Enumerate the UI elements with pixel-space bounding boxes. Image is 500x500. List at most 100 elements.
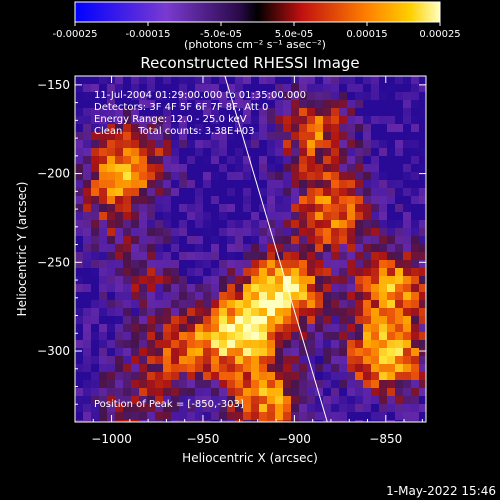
heatmap-cell (91, 412, 99, 420)
heatmap-cell (403, 396, 411, 404)
heatmap-cell (395, 92, 403, 100)
heatmap-cell (283, 396, 291, 404)
heatmap-cell (371, 316, 379, 324)
heatmap-cell (75, 204, 83, 212)
heatmap-cell (99, 92, 107, 100)
heatmap-cell (171, 316, 179, 324)
heatmap-cell (371, 324, 379, 332)
heatmap-cell (307, 244, 315, 252)
heatmap-cell (259, 260, 267, 268)
heatmap-cell (227, 348, 235, 356)
heatmap-cell (363, 196, 371, 204)
heatmap-cell (259, 396, 267, 404)
heatmap-cell (83, 188, 91, 196)
heatmap-cell (323, 396, 331, 404)
heatmap-cell (115, 324, 123, 332)
heatmap-cell (371, 308, 379, 316)
heatmap-cell (363, 100, 371, 108)
heatmap-cell (91, 164, 99, 172)
heatmap-cell (91, 308, 99, 316)
heatmap-cell (195, 108, 203, 116)
heatmap-cell (387, 380, 395, 388)
heatmap-cell (347, 164, 355, 172)
heatmap-cell (299, 412, 307, 420)
heatmap-cell (323, 156, 331, 164)
heatmap-cell (243, 252, 251, 260)
heatmap-cell (163, 268, 171, 276)
heatmap-cell (331, 124, 339, 132)
heatmap-cell (107, 252, 115, 260)
heatmap-cell (267, 172, 275, 180)
heatmap-cell (219, 196, 227, 204)
heatmap-cell (347, 292, 355, 300)
heatmap-cell (411, 228, 419, 236)
heatmap-cell (259, 244, 267, 252)
heatmap-cell (147, 260, 155, 268)
heatmap-cell (107, 348, 115, 356)
heatmap-cell (291, 236, 299, 244)
heatmap-cell (163, 148, 171, 156)
heatmap-cell (355, 244, 363, 252)
heatmap-cell (387, 276, 395, 284)
heatmap-cell (299, 276, 307, 284)
heatmap-cell (411, 100, 419, 108)
heatmap-cell (123, 84, 131, 92)
heatmap-cell (395, 140, 403, 148)
heatmap-cell (347, 340, 355, 348)
heatmap-cell (155, 252, 163, 260)
heatmap-cell (339, 180, 347, 188)
heatmap-cell (275, 324, 283, 332)
heatmap-cell (339, 116, 347, 124)
heatmap-cell (419, 188, 426, 196)
heatmap-cell (411, 92, 419, 100)
heatmap-cell (267, 284, 275, 292)
heatmap-cell (395, 356, 403, 364)
heatmap-cell (195, 332, 203, 340)
heatmap-cell (139, 196, 147, 204)
heatmap-cell (259, 348, 267, 356)
heatmap-cell (315, 252, 323, 260)
heatmap-cell (203, 284, 211, 292)
heatmap-cell (187, 204, 195, 212)
heatmap-cell (411, 108, 419, 116)
heatmap-cell (315, 380, 323, 388)
heatmap-cell (227, 252, 235, 260)
heatmap-cell (171, 396, 179, 404)
heatmap-cell (411, 140, 419, 148)
heatmap-cell (203, 116, 211, 124)
heatmap-cell (211, 420, 219, 422)
heatmap-cell (195, 148, 203, 156)
heatmap-cell (315, 212, 323, 220)
heatmap-cell (203, 300, 211, 308)
heatmap-cell (419, 132, 426, 140)
heatmap-cell (323, 340, 331, 348)
heatmap-cell (339, 244, 347, 252)
heatmap-cell (179, 116, 187, 124)
heatmap-cell (395, 332, 403, 340)
heatmap-cell (291, 260, 299, 268)
heatmap-cell (123, 116, 131, 124)
heatmap-cell (355, 300, 363, 308)
heatmap-cell (83, 396, 91, 404)
heatmap-cell (171, 180, 179, 188)
heatmap-cell (339, 76, 347, 84)
heatmap-cell (219, 388, 227, 396)
heatmap-cell (99, 124, 107, 132)
annotation-clean-counts: Clean Total counts: 3.38E+03 (94, 126, 254, 137)
heatmap-cell (195, 412, 203, 420)
heatmap-cell (203, 212, 211, 220)
heatmap-cell (323, 76, 331, 84)
heatmap-cell (379, 236, 387, 244)
heatmap-cell (171, 332, 179, 340)
heatmap-cell (339, 388, 347, 396)
heatmap-cell (331, 156, 339, 164)
heatmap-cell (331, 316, 339, 324)
heatmap-cell (131, 84, 139, 92)
heatmap-cell (411, 252, 419, 260)
heatmap-cell (291, 108, 299, 116)
heatmap-cell (347, 172, 355, 180)
heatmap-cell (379, 356, 387, 364)
heatmap-cell (179, 348, 187, 356)
heatmap-cell (179, 340, 187, 348)
heatmap-cell (339, 420, 347, 422)
